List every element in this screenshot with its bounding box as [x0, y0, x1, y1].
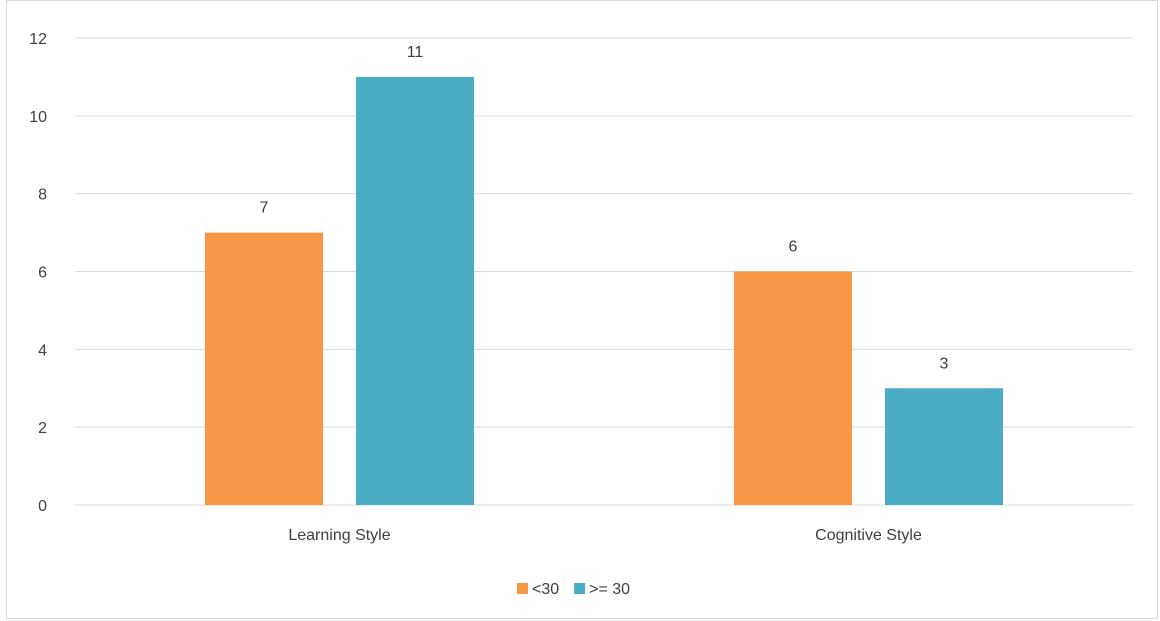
data-labels: 7 11 6 3: [260, 44, 949, 372]
data-label: 7: [260, 200, 269, 217]
data-label: 11: [407, 44, 424, 61]
legend-label: <30: [532, 581, 559, 598]
y-tick-label: 0: [38, 498, 47, 515]
y-axis-ticks: 0 2 4 6 8 10 12: [29, 31, 47, 515]
data-label: 3: [940, 355, 949, 372]
chart-frame: [6, 0, 1158, 619]
category-label: Cognitive Style: [815, 527, 922, 544]
legend-swatch: [517, 583, 528, 594]
x-axis-categories: Learning Style Cognitive Style: [288, 527, 922, 544]
bar-learning-style-series-1: [356, 76, 474, 506]
category-label: Learning Style: [288, 527, 390, 544]
y-tick-label: 2: [38, 420, 47, 437]
y-tick-label: 6: [38, 265, 47, 282]
y-tick-label: 12: [29, 31, 47, 48]
legend-label: >= 30: [589, 581, 630, 598]
bar-learning-style-series-0: [205, 232, 323, 506]
bar-cognitive-style-series-0: [734, 271, 852, 505]
legend: <30 >= 30: [517, 581, 630, 598]
y-tick-label: 4: [38, 342, 47, 359]
bar-cognitive-style-series-1: [885, 388, 1003, 505]
bars: [205, 76, 1003, 506]
data-label: 6: [789, 239, 798, 256]
y-tick-label: 10: [29, 109, 47, 126]
legend-swatch: [574, 583, 586, 594]
y-tick-label: 8: [38, 187, 47, 204]
